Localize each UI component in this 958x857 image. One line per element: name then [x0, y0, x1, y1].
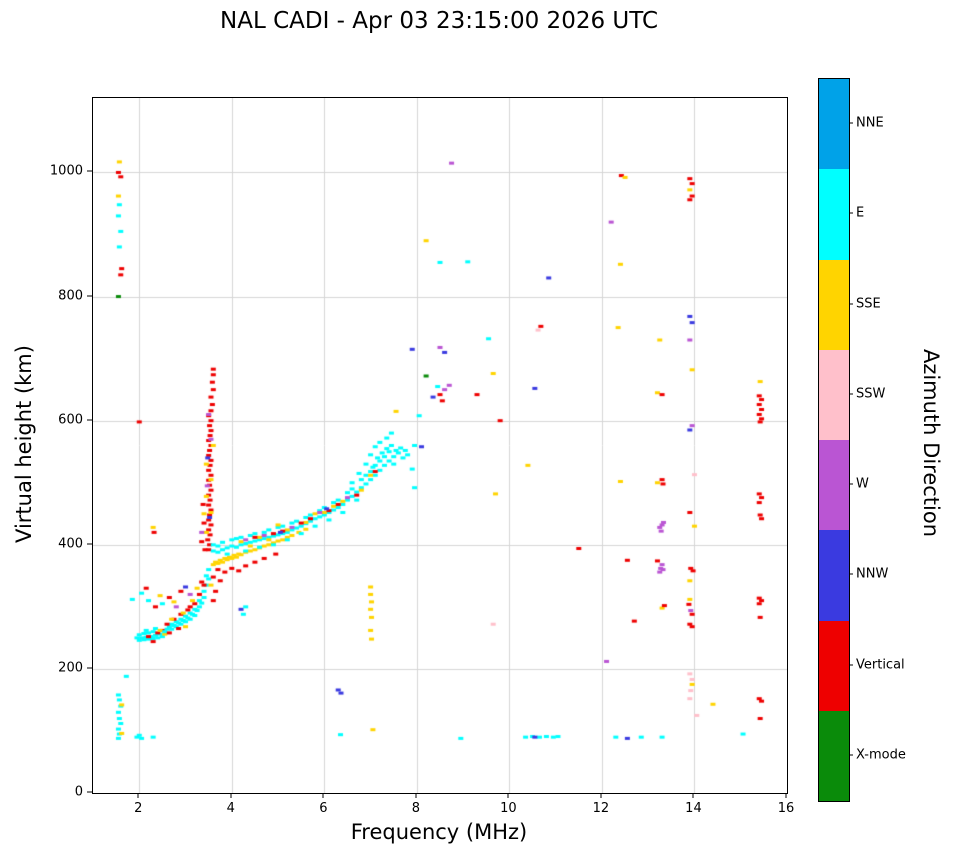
x-tick-label: 2 [134, 801, 143, 816]
colorbar-segment-ssw [819, 349, 849, 440]
x-tick-mark [230, 793, 232, 798]
x-tick-mark [692, 793, 694, 798]
colorbar-tick [849, 122, 853, 124]
colorbar-segment-w [819, 440, 849, 531]
y-tick-label: 200 [58, 660, 83, 676]
y-tick-label: 400 [58, 536, 83, 552]
y-tick-mark [87, 791, 92, 793]
y-tick-mark [87, 295, 92, 297]
y-tick-mark [87, 543, 92, 545]
plot-area [92, 97, 788, 794]
colorbar-label-nne: NNE [856, 115, 884, 131]
y-tick-mark [87, 419, 92, 421]
colorbar-segment-sse [819, 259, 849, 350]
colorbar-tick [849, 303, 853, 305]
colorbar-label-e: E [856, 205, 865, 221]
colorbar-tick [849, 664, 853, 666]
colorbar-segment-vertical [819, 620, 849, 711]
x-tick-label: 6 [319, 801, 328, 816]
y-tick-mark [87, 170, 92, 172]
colorbar-label-vertical: Vertical [856, 657, 905, 673]
y-tick-label: 600 [58, 412, 83, 428]
colorbar-tick [849, 393, 853, 395]
x-tick-mark [600, 793, 602, 798]
azimuth-colorbar [818, 78, 850, 802]
colorbar-tick [849, 573, 853, 575]
x-tick-mark [137, 793, 139, 798]
y-tick-label: 1000 [49, 163, 83, 179]
x-tick-label: 10 [500, 801, 517, 816]
y-tick-mark [87, 667, 92, 669]
colorbar-label-w: W [856, 476, 869, 492]
x-tick-label: 4 [226, 801, 235, 816]
colorbar-tick [849, 754, 853, 756]
x-tick-label: 12 [592, 801, 610, 816]
x-axis-label: Frequency (MHz) [350, 820, 528, 844]
colorbar-label-sse: SSE [856, 296, 881, 312]
chart-title: NAL CADI - Apr 03 23:15:00 2026 UTC [220, 8, 658, 34]
y-tick-label: 800 [58, 288, 83, 304]
x-tick-mark [322, 793, 324, 798]
x-tick-label: 16 [777, 801, 795, 816]
ionogram-canvas [93, 98, 787, 793]
colorbar-label-nnw: NNW [856, 566, 889, 582]
colorbar-segment-nnw [819, 530, 849, 621]
colorbar-tick [849, 483, 853, 485]
colorbar-label-x-mode: X-mode [856, 747, 906, 763]
x-tick-label: 8 [411, 801, 420, 816]
colorbar-segment-e [819, 169, 849, 260]
y-tick-label: 0 [74, 784, 83, 800]
x-tick-mark [507, 793, 509, 798]
x-tick-mark [785, 793, 787, 798]
x-tick-mark [415, 793, 417, 798]
colorbar-label-ssw: SSW [856, 386, 886, 402]
colorbar-title: Azimuth Direction [919, 348, 943, 538]
y-axis-label: Virtual height (km) [12, 345, 36, 543]
x-tick-label: 14 [685, 801, 702, 816]
colorbar-segment-x-mode [819, 710, 849, 801]
colorbar-segment-nne [819, 79, 849, 170]
colorbar-tick [849, 212, 853, 214]
